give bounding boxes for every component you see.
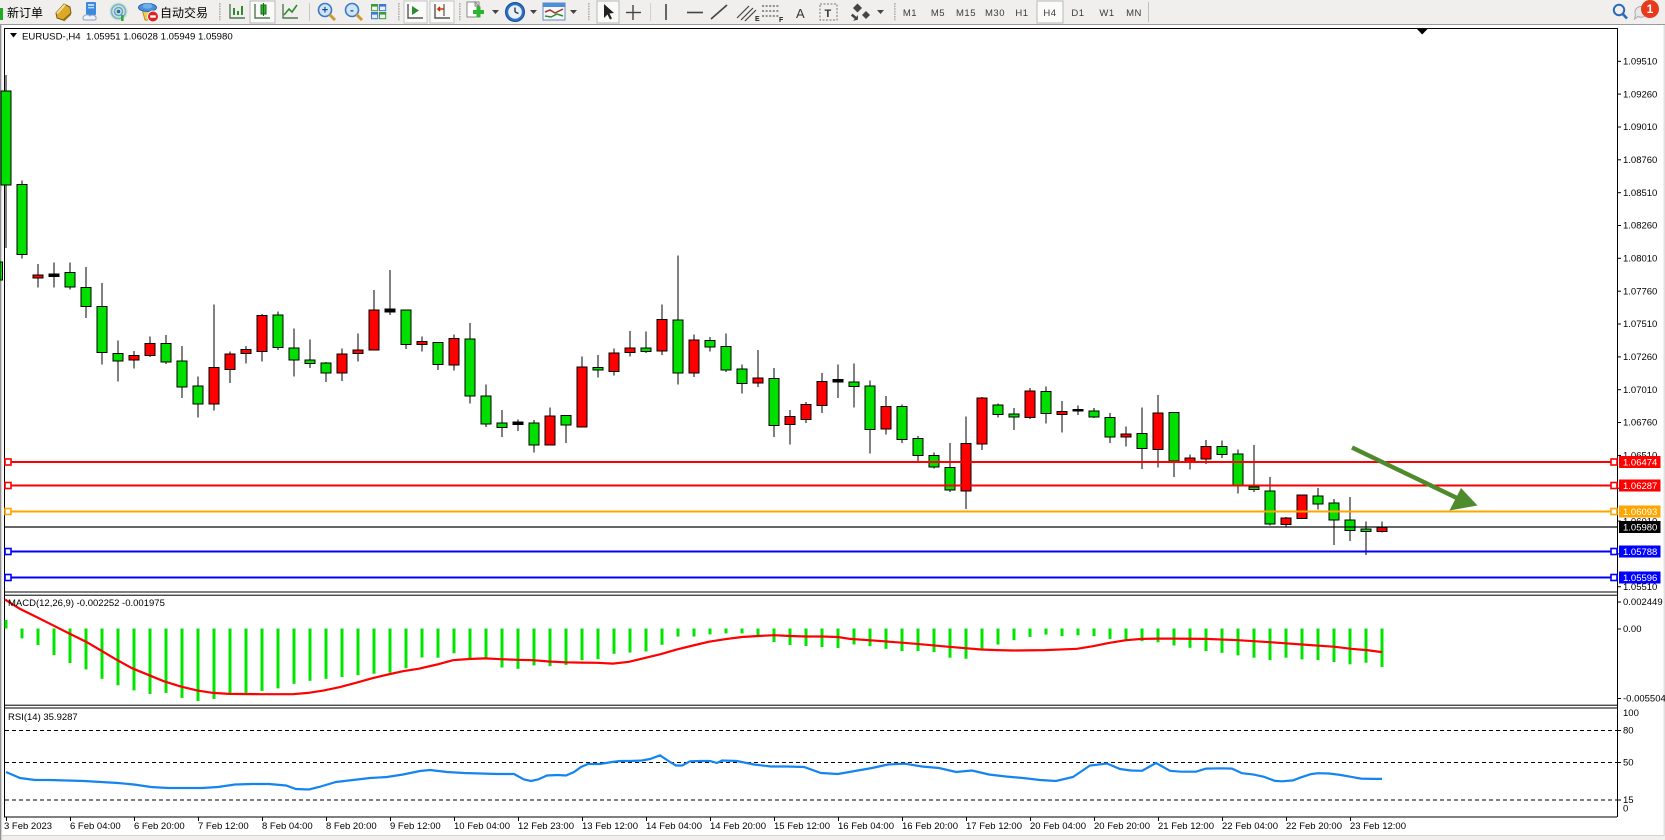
svg-text:8 Feb 20:00: 8 Feb 20:00	[326, 821, 377, 832]
svg-text:MACD(12,26,9) -0.002252 -0.001: MACD(12,26,9) -0.002252 -0.001975	[8, 598, 165, 609]
svg-text:MN: MN	[1126, 8, 1142, 19]
svg-text:W1: W1	[1099, 8, 1114, 19]
svg-text:8 Feb 04:00: 8 Feb 04:00	[262, 821, 313, 832]
svg-text:13 Feb 12:00: 13 Feb 12:00	[582, 821, 638, 832]
svg-text:T: T	[825, 8, 832, 20]
svg-text:1.09510: 1.09510	[1623, 57, 1657, 68]
svg-text:M30: M30	[985, 8, 1005, 19]
svg-text:1.06760: 1.06760	[1623, 418, 1657, 429]
svg-text:1.07760: 1.07760	[1623, 286, 1657, 297]
svg-text:1.09010: 1.09010	[1623, 122, 1657, 133]
svg-text:1.09260: 1.09260	[1623, 89, 1657, 100]
svg-text:7 Feb 12:00: 7 Feb 12:00	[198, 821, 249, 832]
svg-text:1.05788: 1.05788	[1623, 547, 1657, 558]
svg-text:1.08010: 1.08010	[1623, 254, 1657, 265]
svg-text:16 Feb 20:00: 16 Feb 20:00	[902, 821, 958, 832]
svg-text:-: -	[350, 5, 354, 17]
svg-text:20 Feb 04:00: 20 Feb 04:00	[1030, 821, 1086, 832]
svg-text:EURUSD-,H4 1.05951 1.06028 1.: EURUSD-,H4 1.05951 1.06028 1.05949 1.059…	[22, 32, 233, 43]
svg-text:1.06093: 1.06093	[1623, 507, 1657, 518]
svg-text:1.07260: 1.07260	[1623, 352, 1657, 363]
svg-text:新订单: 新订单	[7, 5, 43, 20]
svg-text:22 Feb 04:00: 22 Feb 04:00	[1222, 821, 1278, 832]
svg-text:16 Feb 04:00: 16 Feb 04:00	[838, 821, 894, 832]
svg-text:M15: M15	[956, 8, 976, 19]
svg-text:6 Feb 20:00: 6 Feb 20:00	[134, 821, 185, 832]
svg-text:1: 1	[1647, 2, 1654, 16]
svg-text:RSI(14) 35.9287: RSI(14) 35.9287	[8, 712, 78, 723]
svg-text:15: 15	[1623, 795, 1634, 806]
svg-text:自动交易: 自动交易	[160, 5, 208, 20]
svg-text:0.00: 0.00	[1623, 624, 1642, 635]
svg-text:0.002449: 0.002449	[1623, 597, 1663, 608]
svg-text:1.06287: 1.06287	[1623, 481, 1657, 492]
svg-text:M5: M5	[931, 8, 945, 19]
svg-text:6 Feb 04:00: 6 Feb 04:00	[70, 821, 121, 832]
svg-text:50: 50	[1623, 758, 1634, 769]
svg-text:H1: H1	[1015, 8, 1028, 19]
svg-text:1.06474: 1.06474	[1623, 458, 1657, 469]
svg-text:1.07010: 1.07010	[1623, 385, 1657, 396]
svg-text:1.08760: 1.08760	[1623, 155, 1657, 166]
svg-text:1.08510: 1.08510	[1623, 188, 1657, 199]
svg-text:17 Feb 12:00: 17 Feb 12:00	[966, 821, 1022, 832]
svg-text:9 Feb 12:00: 9 Feb 12:00	[390, 821, 441, 832]
svg-text:A: A	[796, 6, 805, 21]
svg-text:+: +	[322, 5, 328, 17]
svg-text:14 Feb 20:00: 14 Feb 20:00	[710, 821, 766, 832]
svg-text:D1: D1	[1071, 8, 1084, 19]
svg-text:1.08260: 1.08260	[1623, 221, 1657, 232]
svg-text:100: 100	[1623, 708, 1639, 719]
svg-text:10 Feb 04:00: 10 Feb 04:00	[454, 821, 510, 832]
svg-text:H4: H4	[1043, 8, 1056, 19]
svg-text:15 Feb 12:00: 15 Feb 12:00	[774, 821, 830, 832]
svg-text:23 Feb 12:00: 23 Feb 12:00	[1350, 821, 1406, 832]
svg-text:0: 0	[1623, 804, 1628, 815]
svg-text:1.05596: 1.05596	[1623, 573, 1657, 584]
svg-text:E: E	[755, 16, 760, 23]
svg-text:14 Feb 04:00: 14 Feb 04:00	[646, 821, 702, 832]
svg-text:1.05510: 1.05510	[1623, 582, 1657, 593]
svg-text:12 Feb 23:00: 12 Feb 23:00	[518, 821, 574, 832]
svg-text:1.05980: 1.05980	[1623, 523, 1657, 534]
svg-text:M1: M1	[903, 8, 917, 19]
svg-text:21 Feb 12:00: 21 Feb 12:00	[1158, 821, 1214, 832]
svg-text:22 Feb 20:00: 22 Feb 20:00	[1286, 821, 1342, 832]
svg-text:80: 80	[1623, 726, 1634, 737]
svg-text:3 Feb 2023: 3 Feb 2023	[4, 821, 52, 832]
svg-text:20 Feb 20:00: 20 Feb 20:00	[1094, 821, 1150, 832]
svg-text:F: F	[779, 17, 784, 24]
svg-text:1.07510: 1.07510	[1623, 319, 1657, 330]
svg-text:-0.005504: -0.005504	[1623, 694, 1665, 705]
